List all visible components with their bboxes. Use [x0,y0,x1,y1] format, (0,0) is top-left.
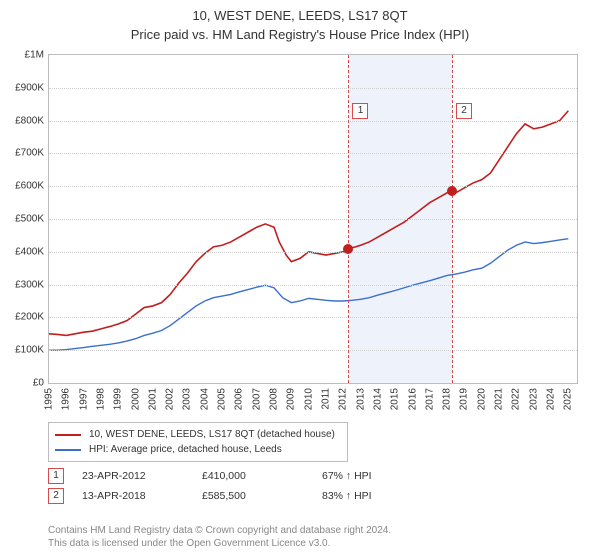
x-tick-label: 2009 [286,388,297,410]
x-tick-label: 2005 [217,388,228,410]
legend-label: HPI: Average price, detached house, Leed… [89,444,282,455]
gridline-h [49,317,577,318]
x-tick-label: 2007 [251,388,262,410]
event-table-index-box: 1 [48,468,64,484]
x-tick-label: 2003 [182,388,193,410]
event-table-index-box: 2 [48,488,64,504]
footer-line-2: This data is licensed under the Open Gov… [48,537,391,550]
legend-row: HPI: Average price, detached house, Leed… [55,442,341,457]
gridline-h [49,153,577,154]
gridline-h [49,285,577,286]
gridline-h [49,252,577,253]
gridline-h [49,186,577,187]
x-tick-label: 1995 [44,388,55,410]
event-table-date: 23-APR-2012 [82,470,202,482]
y-tick-label: £100K [4,345,44,356]
x-tick-label: 2002 [165,388,176,410]
event-vline [452,55,453,383]
x-tick-label: 1996 [61,388,72,410]
legend-row: 10, WEST DENE, LEEDS, LS17 8QT (detached… [55,427,341,442]
y-tick-label: £500K [4,214,44,225]
y-tick-label: £0 [4,378,44,389]
x-tick-label: 2001 [147,388,158,410]
event-price-marker [447,186,457,196]
x-tick-label: 2006 [234,388,245,410]
chart-subtitle: Price paid vs. HM Land Registry's House … [0,23,600,48]
footer-line-1: Contains HM Land Registry data © Crown c… [48,524,391,537]
x-tick-label: 2015 [390,388,401,410]
y-tick-label: £300K [4,279,44,290]
y-tick-label: £600K [4,181,44,192]
event-table-relative: 67% ↑ HPI [322,470,442,482]
legend-swatch [55,449,81,451]
x-tick-label: 2011 [320,388,331,410]
legend-label: 10, WEST DENE, LEEDS, LS17 8QT (detached… [89,429,335,440]
y-tick-label: £800K [4,115,44,126]
x-tick-label: 2004 [199,388,210,410]
x-tick-label: 2023 [528,388,539,410]
y-tick-label: £900K [4,82,44,93]
y-tick-label: £700K [4,148,44,159]
gridline-h [49,121,577,122]
x-tick-label: 1997 [78,388,89,410]
x-tick-label: 2016 [407,388,418,410]
x-tick-label: 1999 [113,388,124,410]
legend-swatch [55,434,81,436]
gridline-h [49,88,577,89]
event-table-price: £410,000 [202,470,322,482]
y-tick-label: £400K [4,246,44,257]
x-tick-label: 2019 [459,388,470,410]
event-vline [348,55,349,383]
x-tick-label: 2008 [269,388,280,410]
event-table-price: £585,500 [202,490,322,502]
x-tick-label: 2000 [130,388,141,410]
x-tick-label: 2024 [546,388,557,410]
event-table-row: 2 13-APR-2018£585,50083% ↑ HPI [48,486,442,506]
footer-attribution: Contains HM Land Registry data © Crown c… [48,524,391,550]
event-table-date: 13-APR-2018 [82,490,202,502]
x-tick-label: 2013 [355,388,366,410]
y-tick-label: £1M [4,50,44,61]
series-line-hpi [49,239,568,351]
x-tick-label: 2014 [372,388,383,410]
x-tick-label: 2020 [476,388,487,410]
x-tick-label: 2018 [442,388,453,410]
legend: 10, WEST DENE, LEEDS, LS17 8QT (detached… [48,422,348,462]
x-tick-label: 2025 [563,388,574,410]
chart-title: 10, WEST DENE, LEEDS, LS17 8QT [0,0,600,23]
x-tick-label: 2021 [494,388,505,410]
x-tick-label: 2017 [424,388,435,410]
event-table: 1 23-APR-2012£410,00067% ↑ HPI 2 13-APR-201… [48,466,442,506]
chart-container: 10, WEST DENE, LEEDS, LS17 8QT Price pai… [0,0,600,560]
y-tick-label: £200K [4,312,44,323]
gridline-h [49,219,577,220]
x-tick-label: 2010 [303,388,314,410]
series-line-subject [49,111,568,336]
gridline-h [49,350,577,351]
x-tick-label: 1998 [95,388,106,410]
event-marker-box: 2 [456,103,472,119]
x-tick-label: 2012 [338,388,349,410]
event-table-relative: 83% ↑ HPI [322,490,442,502]
event-table-row: 1 23-APR-2012£410,00067% ↑ HPI [48,466,442,486]
event-price-marker [343,244,353,254]
event-marker-box: 1 [352,103,368,119]
plot-area: 12 [48,54,578,384]
x-tick-label: 2022 [511,388,522,410]
